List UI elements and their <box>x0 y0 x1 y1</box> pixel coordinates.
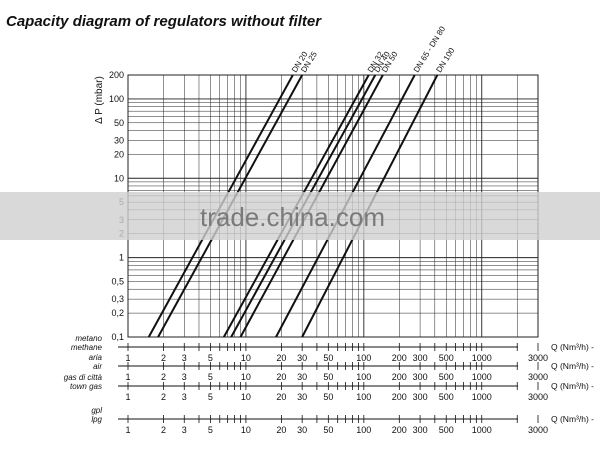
scale-tick-label: 2 <box>161 372 166 382</box>
scale-tick-label: 30 <box>297 353 307 363</box>
y-tick-label: 100 <box>109 94 124 104</box>
scale-tick-label: 300 <box>413 392 428 402</box>
watermark-band: trade.china.com <box>0 192 600 240</box>
watermark-text: trade.china.com <box>200 202 385 232</box>
scale-tick-label: 2 <box>161 353 166 363</box>
scale-tick-label: 200 <box>392 425 407 435</box>
scale-tick-label: 20 <box>276 353 286 363</box>
scale-unit: Q (Nm³/h) - <box>551 381 594 391</box>
gas-name-en: air <box>93 362 102 371</box>
scale-tick-label: 500 <box>439 353 454 363</box>
gas-name: gpl <box>91 406 102 415</box>
gas-name: gas di città <box>64 373 103 382</box>
scale-tick-label: 300 <box>413 353 428 363</box>
scale-tick-label: 10 <box>241 372 251 382</box>
scale-tick-label: 10 <box>241 353 251 363</box>
scale-tick-label: 200 <box>392 392 407 402</box>
chart-title: Capacity diagram of regulators without f… <box>6 13 322 30</box>
y-tick-label: 10 <box>114 173 124 183</box>
scale-tick-label: 20 <box>276 392 286 402</box>
y-tick-label: 0,2 <box>111 308 124 318</box>
scale-tick-label: 20 <box>276 372 286 382</box>
scale-tick-label: 30 <box>297 372 307 382</box>
scale-tick-label: 1 <box>125 425 130 435</box>
y-tick-label: 50 <box>114 118 124 128</box>
scale-tick-label: 1000 <box>472 372 492 382</box>
scale-tick-label: 5 <box>208 353 213 363</box>
scale-tick-label: 3 <box>182 372 187 382</box>
y-tick-label: 200 <box>109 70 124 80</box>
gas-name: metano <box>75 334 102 343</box>
scale-unit: Q (Nm³/h) - <box>551 414 594 424</box>
scale-tick-label: 30 <box>297 392 307 402</box>
scale-tick-label: 50 <box>323 353 333 363</box>
y-tick-label: 0,5 <box>111 277 124 287</box>
y-tick-label: 0,3 <box>111 294 124 304</box>
y-tick-label: 20 <box>114 149 124 159</box>
scale-tick-label: 3000 <box>528 425 548 435</box>
scale-tick-label: 30 <box>297 425 307 435</box>
gas-name: aria <box>89 353 103 362</box>
scale-tick-label: 2 <box>161 425 166 435</box>
scale-tick-label: 500 <box>439 392 454 402</box>
gas-name-en: town gas <box>70 382 102 391</box>
scale-tick-label: 1000 <box>472 392 492 402</box>
scale-tick-label: 1000 <box>472 425 492 435</box>
scale-tick-label: 500 <box>439 372 454 382</box>
y-tick-label: 30 <box>114 135 124 145</box>
scale-tick-label: 3000 <box>528 353 548 363</box>
scale-tick-label: 5 <box>208 372 213 382</box>
scale-tick-label: 3000 <box>528 372 548 382</box>
scale-tick-label: 1 <box>125 392 130 402</box>
scale-tick-label: 300 <box>413 425 428 435</box>
watermark-strip <box>0 192 600 240</box>
y-tick-label: 0,1 <box>111 332 124 342</box>
gas-name-en: lpg <box>91 415 102 424</box>
scale-tick-label: 100 <box>356 353 371 363</box>
scale-tick-label: 3 <box>182 425 187 435</box>
scale-tick-label: 100 <box>356 392 371 402</box>
scale-tick-label: 500 <box>439 425 454 435</box>
gas-name-en: methane <box>71 343 103 352</box>
scale-tick-label: 300 <box>413 372 428 382</box>
y-tick-label: 1 <box>119 253 124 263</box>
y-axis-label: Δ P (mbar) <box>94 76 105 124</box>
gas-flow-scales: 1 2 3 5 10 20 30 50 100 200 300 500 1000 3000 metanome… <box>64 334 594 435</box>
scale-tick-label: 3 <box>182 392 187 402</box>
scale-unit: Q (Nm³/h) - <box>551 361 594 371</box>
scale-tick-label: 1 <box>125 353 130 363</box>
scale-tick-label: 5 <box>208 425 213 435</box>
gas-scale-row: 1 2 3 5 10 20 30 50 100 200 300 500 1000 3000 gas di c… <box>64 373 594 402</box>
gas-scale-row: 1 2 3 5 10 20 30 50 100 200 300 500 1000 3000 metanome… <box>71 334 594 363</box>
scale-tick-label: 20 <box>276 425 286 435</box>
scale-tick-label: 10 <box>241 425 251 435</box>
scale-unit: Q (Nm³/h) - <box>551 342 594 352</box>
scale-tick-label: 100 <box>356 372 371 382</box>
scale-tick-label: 3 <box>182 353 187 363</box>
scale-tick-label: 10 <box>241 392 251 402</box>
scale-tick-label: 1 <box>125 372 130 382</box>
scale-tick-label: 200 <box>392 372 407 382</box>
scale-tick-label: 1000 <box>472 353 492 363</box>
scale-tick-label: 2 <box>161 392 166 402</box>
scale-tick-label: 3000 <box>528 392 548 402</box>
scale-tick-label: 50 <box>323 372 333 382</box>
scale-tick-label: 5 <box>208 392 213 402</box>
series-label: DN 100 <box>434 46 456 74</box>
scale-tick-label: 50 <box>323 425 333 435</box>
scale-tick-label: 200 <box>392 353 407 363</box>
scale-tick-label: 50 <box>323 392 333 402</box>
scale-tick-label: 100 <box>356 425 371 435</box>
